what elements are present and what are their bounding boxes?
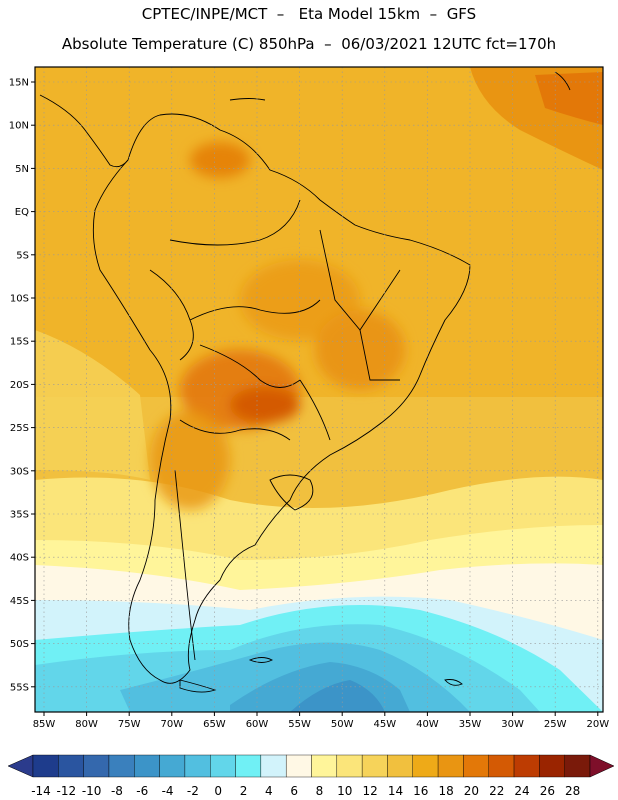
colorbar-low-arrow	[7, 754, 34, 778]
colorbar-label: -4	[162, 784, 174, 798]
colorbar-label: 16	[413, 784, 428, 798]
lat-label: 50S	[10, 639, 29, 650]
lon-label: 35W	[459, 719, 482, 730]
colorbar-swatch	[311, 754, 338, 778]
colorbar-swatch	[336, 754, 363, 778]
colorbar-label: -2	[187, 784, 199, 798]
lon-label: 45W	[373, 719, 396, 730]
lat-label: EQ	[15, 207, 29, 218]
colorbar-swatch	[210, 754, 236, 778]
lon-label: 85W	[33, 719, 56, 730]
colorbar-label: 14	[388, 784, 403, 798]
lon-label: 70W	[160, 719, 183, 730]
lon-label: 65W	[203, 719, 226, 730]
colorbar-swatch	[260, 754, 287, 778]
colorbar-swatch	[539, 754, 565, 778]
lon-label: 25W	[544, 719, 567, 730]
graticule	[35, 67, 603, 712]
colorbar-label: 8	[316, 784, 324, 798]
lat-label: 35S	[10, 510, 29, 521]
colorbar-swatch	[564, 754, 591, 778]
lat-label: 45S	[10, 596, 29, 607]
lat-label: 30S	[10, 466, 29, 477]
colorbar-label: 24	[514, 784, 529, 798]
map-title-line2: Absolute Temperature (C) 850hPa – 06/03/…	[61, 35, 557, 53]
colorbar-label: 26	[540, 784, 555, 798]
lon-label: 20W	[586, 719, 609, 730]
lon-label: 55W	[288, 719, 311, 730]
map-frame	[34, 66, 604, 713]
temperature-field	[35, 67, 603, 712]
colorbar-swatch	[58, 754, 84, 778]
colorbar-label: 0	[214, 784, 222, 798]
colorbar-swatch	[108, 754, 135, 778]
lon-label: 30W	[501, 719, 524, 730]
lat-label: 15S	[10, 337, 29, 348]
colorbar-label: -8	[111, 784, 123, 798]
colorbar-swatch	[134, 754, 160, 778]
colorbar-high-arrow	[589, 754, 615, 778]
longitude-labels: 85W 80W 75W 70W 65W 60W 55W 50W 45W 40W 35W 30W 25W 2…	[33, 712, 609, 730]
colorbar-label: -12	[57, 784, 77, 798]
colorbar-swatch	[513, 754, 540, 778]
map-title-line1: CPTEC/INPE/MCT – Eta Model 15km – GFS	[141, 5, 477, 23]
lat-label: 10S	[10, 294, 29, 305]
colorbar-label: -6	[136, 784, 148, 798]
lat-label: 55S	[10, 682, 29, 693]
colorbar-swatch	[412, 754, 439, 778]
colorbar-swatch	[361, 754, 388, 778]
colorbar-label: 22	[489, 784, 504, 798]
colorbar-swatch	[437, 754, 464, 778]
colorbar-label: 28	[565, 784, 580, 798]
colorbar-swatch	[285, 754, 312, 778]
latitude-labels: 15N 10N 5N EQ 5S 10S 15S 20S 25S 30S 35S 40S 45S 50S 5…	[9, 78, 35, 693]
colorbar-swatch	[184, 754, 211, 778]
colorbar-label: 6	[290, 784, 298, 798]
lat-label: 5N	[15, 164, 29, 175]
colorbar-label: -14	[31, 784, 51, 798]
lat-label: 15N	[9, 78, 29, 89]
lon-label: 40W	[416, 719, 439, 730]
lat-label: 25S	[10, 423, 29, 434]
lon-label: 60W	[246, 719, 269, 730]
colorbar-label: 18	[438, 784, 453, 798]
lon-label: 80W	[75, 719, 98, 730]
colorbar-label: 2	[240, 784, 248, 798]
colorbar-swatch	[159, 754, 186, 778]
colorbar-swatch	[32, 754, 59, 778]
colorbar-swatch	[83, 754, 110, 778]
lat-label: 5S	[16, 250, 29, 261]
colorbar: -14 -12 -10 -8 -6 -4 -2 0 2 4 6 8 10 12 14 16 18 20 22 24 26…	[7, 754, 615, 798]
colorbar-label: -10	[82, 784, 102, 798]
colorbar-swatch	[463, 754, 489, 778]
colorbar-swatch	[387, 754, 413, 778]
colorbar-label: 4	[265, 784, 273, 798]
lon-label: 50W	[331, 719, 354, 730]
lat-label: 40S	[10, 553, 29, 564]
colorbar-label: 20	[464, 784, 479, 798]
colorbar-label: 10	[337, 784, 352, 798]
lat-label: 20S	[10, 380, 29, 391]
colorbar-label: 12	[362, 784, 377, 798]
colorbar-swatch	[488, 754, 515, 778]
lon-label: 75W	[118, 719, 141, 730]
lat-label: 10N	[9, 121, 29, 132]
colorbar-swatch	[235, 754, 262, 778]
